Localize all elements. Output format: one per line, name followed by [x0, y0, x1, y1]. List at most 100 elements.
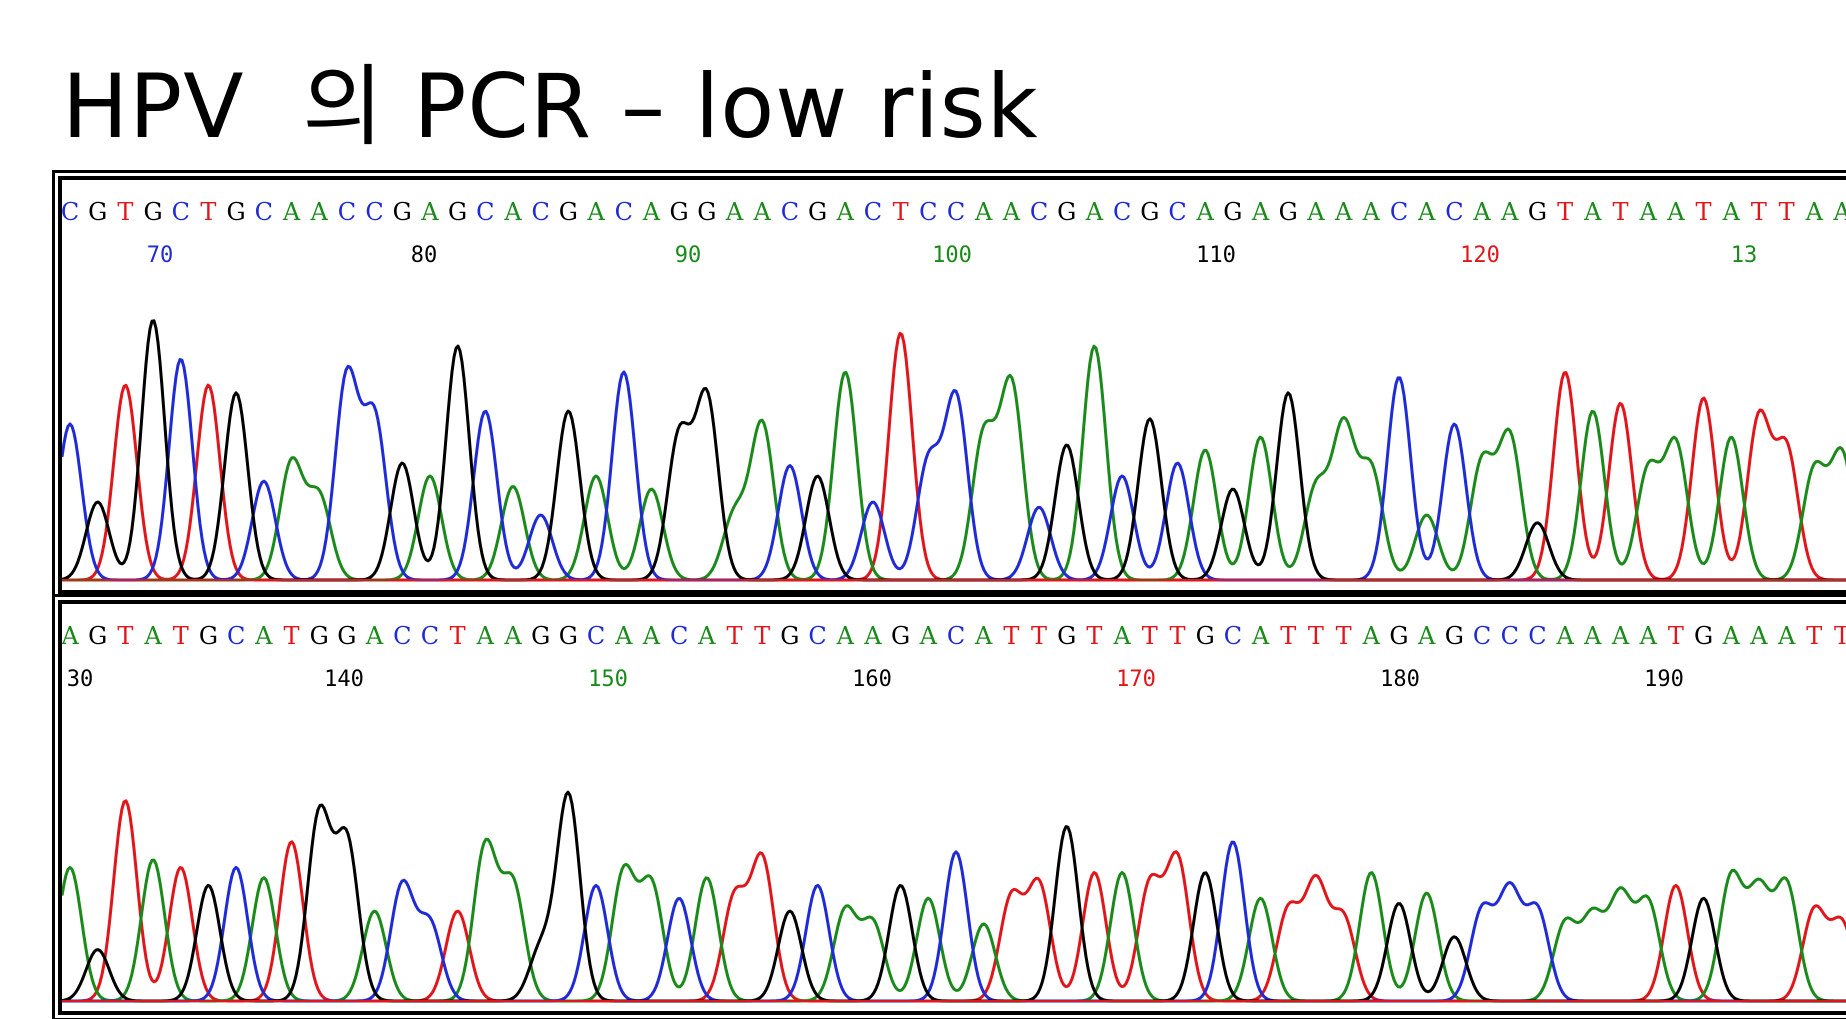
base-letter: G: [891, 622, 910, 650]
base-letter: G: [1279, 198, 1298, 226]
base-letter: G: [448, 198, 467, 226]
base-letter: C: [365, 198, 383, 226]
base-letter: C: [338, 198, 356, 226]
base-letter: A: [863, 622, 882, 650]
base-letter: A: [143, 622, 162, 650]
base-letter: G: [808, 198, 827, 226]
base-letter: T: [1806, 622, 1822, 650]
base-letter: C: [947, 198, 965, 226]
base-letter: T: [173, 622, 189, 650]
base-letter: A: [365, 622, 384, 650]
base-letter: C: [1113, 198, 1131, 226]
base-letter: A: [1555, 622, 1574, 650]
base-letter: A: [836, 622, 855, 650]
base-letter: A: [1472, 198, 1491, 226]
base-letter: A: [420, 198, 439, 226]
base-letter: T: [1668, 622, 1684, 650]
base-letter: C: [1473, 622, 1491, 650]
base-letter: G: [393, 198, 412, 226]
base-letter: A: [642, 198, 661, 226]
base-letter: A: [1639, 198, 1658, 226]
base-letter: A: [1196, 198, 1215, 226]
base-letter: A: [282, 198, 301, 226]
base-letter: C: [255, 198, 273, 226]
base-letter: C: [421, 622, 439, 650]
base-letter: T: [1003, 622, 1019, 650]
trace-t: [62, 799, 1846, 1003]
base-letter: T: [1031, 622, 1047, 650]
base-letter: G: [199, 622, 218, 650]
base-letter: A: [1639, 622, 1658, 650]
base-letter: A: [974, 622, 993, 650]
base-letter: A: [836, 198, 855, 226]
base-letter: T: [1779, 198, 1795, 226]
base-letter: A: [614, 622, 633, 650]
position-label: 90: [675, 243, 702, 268]
base-letter: T: [1086, 622, 1102, 650]
base-letter: A: [1722, 622, 1741, 650]
base-letter: G: [1445, 622, 1464, 650]
base-letter: A: [1500, 198, 1519, 226]
base-letter: A: [1085, 198, 1104, 226]
base-letter: A: [1417, 198, 1436, 226]
base-letter: T: [117, 622, 133, 650]
base-letter: T: [1751, 198, 1767, 226]
base-letter: T: [726, 622, 742, 650]
base-letter: G: [1140, 198, 1159, 226]
base-letter: A: [1749, 622, 1768, 650]
base-letter: G: [531, 622, 550, 650]
base-letter: A: [697, 622, 716, 650]
base-letter: A: [1251, 198, 1270, 226]
base-letter: C: [670, 622, 688, 650]
base-letter: G: [310, 622, 329, 650]
base-letter: A: [1362, 622, 1381, 650]
position-label: 120: [1460, 243, 1500, 268]
trace-a: [62, 837, 1846, 1003]
base-letter: C: [1030, 198, 1048, 226]
base-letter: A: [1334, 198, 1353, 226]
base-letter: A: [1777, 622, 1796, 650]
base-letter: T: [1612, 198, 1628, 226]
base-letter: C: [532, 198, 550, 226]
base-letter: T: [1557, 198, 1573, 226]
base-letter: A: [725, 198, 744, 226]
base-letter: C: [781, 198, 799, 226]
base-letter: T: [283, 622, 299, 650]
base-letter: T: [754, 622, 770, 650]
base-letter: A: [753, 198, 772, 226]
base-letter: A: [1666, 198, 1685, 226]
base-letter: A: [62, 622, 79, 650]
base-letter: A: [1722, 198, 1741, 226]
position-label: 80: [411, 243, 438, 268]
base-letter: G: [1694, 622, 1713, 650]
base-letter: C: [62, 198, 79, 226]
base-letter: A: [586, 198, 605, 226]
base-letter: C: [615, 198, 633, 226]
base-letter: A: [1611, 622, 1630, 650]
position-label: 140: [324, 667, 364, 692]
base-letter: G: [1196, 622, 1215, 650]
base-letter: C: [808, 622, 826, 650]
base-letter: A: [1805, 198, 1824, 226]
base-letter: C: [947, 622, 965, 650]
base-letter: T: [1834, 622, 1846, 650]
base-letter: A: [1002, 198, 1021, 226]
base-letter: A: [310, 198, 329, 226]
base-letter: C: [864, 198, 882, 226]
base-letter: A: [1306, 198, 1325, 226]
position-label: 150: [588, 667, 628, 692]
base-letter: A: [1583, 198, 1602, 226]
trace-t: [62, 331, 1846, 582]
position-label: 13: [1731, 243, 1758, 268]
base-letter: G: [559, 622, 578, 650]
base-letter: C: [1168, 198, 1186, 226]
position-label: 100: [932, 243, 972, 268]
base-letter: A: [1832, 198, 1846, 226]
position-label: 160: [852, 667, 892, 692]
base-letter: G: [670, 198, 689, 226]
base-letter: C: [227, 622, 245, 650]
base-letter: T: [117, 198, 133, 226]
